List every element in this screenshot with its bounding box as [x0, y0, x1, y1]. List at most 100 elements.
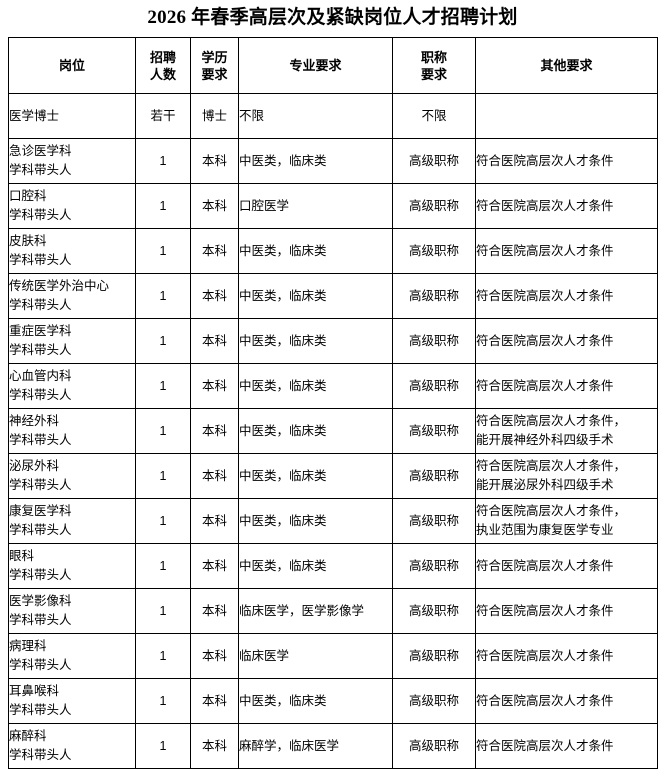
- cell-other-line2: 能开展泌尿外科四级手术: [476, 478, 614, 492]
- cell-major-line1: 临床医学，医学影像学: [239, 603, 365, 618]
- cell-other: 符合医院高层次人才条件: [475, 228, 658, 274]
- cell-major: 临床医学: [238, 633, 393, 679]
- cell-major: 口腔医学: [238, 183, 393, 229]
- table-row: 康复医学科 学科带头人 1 本科 中医类，临床类 高级职称 符合医院高层次人才条件， 执业范围…: [8, 498, 658, 544]
- cell-major: 临床医学，医学影像学: [238, 588, 393, 634]
- cell-major-line1: 中医类，临床类: [239, 423, 327, 438]
- cell-count: 若干: [135, 93, 191, 139]
- cell-other: 符合医院高层次人才条件: [475, 183, 658, 229]
- cell-other-line1: 符合医院高层次人才条件，: [476, 504, 627, 518]
- cell-post-line1: 医学影像科: [9, 594, 72, 608]
- column-header-post-label: 岗位: [58, 58, 85, 73]
- column-header-title-line1: 职称: [420, 49, 447, 65]
- cell-other: 符合医院高层次人才条件， 执业范围为康复医学专业: [475, 498, 658, 544]
- cell-post-line1: 康复医学科: [9, 504, 72, 518]
- cell-post-line1: 神经外科: [9, 414, 60, 428]
- cell-major-line1: 不限: [239, 108, 265, 123]
- column-header-degree-line2: 要求: [201, 66, 228, 82]
- cell-count: 1: [135, 588, 191, 634]
- cell-title: 高级职称: [392, 138, 476, 184]
- cell-post-line1: 麻醉科: [9, 729, 47, 743]
- cell-other-line1: 符合医院高层次人才条件: [476, 153, 614, 168]
- cell-count: 1: [135, 723, 191, 769]
- cell-major: 中医类，临床类: [238, 138, 393, 184]
- table-row: 医学影像科 学科带头人 1 本科 临床医学，医学影像学 高级职称 符合医院高层次人才条件: [8, 588, 658, 634]
- cell-title: 高级职称: [392, 543, 476, 589]
- cell-major: 中医类，临床类: [238, 318, 393, 364]
- column-header-title-line2: 要求: [420, 66, 447, 82]
- cell-post: 传统医学外治中心 学科带头人: [8, 273, 136, 319]
- cell-other-line1: 符合医院高层次人才条件: [476, 198, 614, 213]
- table-row: 急诊医学科 学科带头人 1 本科 中医类，临床类 高级职称 符合医院高层次人才条件: [8, 138, 658, 184]
- cell-major-line1: 中医类，临床类: [239, 468, 327, 483]
- table-body: 医学博士 若干 博士 不限 不限 急诊医学科 学科带头人 1 本科 中医类，临床类 高级职称 符合医院…: [8, 93, 658, 769]
- cell-major-line1: 临床医学: [239, 648, 290, 663]
- cell-post-line2: 学科带头人: [9, 298, 72, 312]
- cell-post: 麻醉科 学科带头人: [8, 723, 136, 769]
- cell-other: 符合医院高层次人才条件: [475, 723, 658, 769]
- table-row: 病理科 学科带头人 1 本科 临床医学 高级职称 符合医院高层次人才条件: [8, 633, 658, 679]
- document-page: 2026 年春季高层次及紧缺岗位人才招聘计划 岗位 招聘 人数: [8, 7, 658, 769]
- cell-title: 高级职称: [392, 408, 476, 454]
- cell-title: 高级职称: [392, 588, 476, 634]
- column-header-degree: 学历 要求: [190, 37, 239, 94]
- column-header-major-label: 专业要求: [289, 58, 342, 73]
- column-header-degree-line1: 学历: [201, 49, 228, 65]
- cell-degree: 本科: [190, 723, 239, 769]
- cell-degree: 本科: [190, 363, 239, 409]
- cell-major-line1: 中医类，临床类: [239, 558, 327, 573]
- cell-major-line1: 中医类，临床类: [239, 288, 327, 303]
- cell-post-line1: 重症医学科: [9, 324, 72, 338]
- cell-other: 符合医院高层次人才条件: [475, 678, 658, 724]
- table-row: 皮肤科 学科带头人 1 本科 中医类，临床类 高级职称 符合医院高层次人才条件: [8, 228, 658, 274]
- column-header-major: 专业要求: [238, 37, 393, 94]
- cell-post-line2: 学科带头人: [9, 253, 72, 267]
- cell-count: 1: [135, 228, 191, 274]
- cell-major: 中医类，临床类: [238, 273, 393, 319]
- cell-post: 急诊医学科 学科带头人: [8, 138, 136, 184]
- cell-title: 高级职称: [392, 723, 476, 769]
- cell-post: 重症医学科 学科带头人: [8, 318, 136, 364]
- cell-other: [475, 93, 658, 139]
- cell-major-line1: 中医类，临床类: [239, 513, 327, 528]
- cell-post-line2: 学科带头人: [9, 388, 72, 402]
- page-title: 2026 年春季高层次及紧缺岗位人才招聘计划: [147, 7, 518, 28]
- cell-major: 中医类，临床类: [238, 498, 393, 544]
- table-row: 传统医学外治中心 学科带头人 1 本科 中医类，临床类 高级职称 符合医院高层次人才条件: [8, 273, 658, 319]
- cell-post: 心血管内科学科带头人: [8, 363, 136, 409]
- table-row: 口腔科 学科带头人 1 本科 口腔医学 高级职称 符合医院高层次人才条件: [8, 183, 658, 229]
- cell-degree: 本科: [190, 138, 239, 184]
- cell-other: 符合医院高层次人才条件: [475, 543, 658, 589]
- cell-degree: 本科: [190, 273, 239, 319]
- cell-major-line1: 麻醉学，临床医学: [239, 738, 340, 753]
- cell-other-line1: 符合医院高层次人才条件: [476, 378, 614, 393]
- cell-degree: 本科: [190, 318, 239, 364]
- cell-count: 1: [135, 183, 191, 229]
- cell-post-line1: 皮肤科: [9, 234, 47, 248]
- cell-other: 符合医院高层次人才条件: [475, 138, 658, 184]
- cell-other: 符合医院高层次人才条件， 能开展泌尿外科四级手术: [475, 453, 658, 499]
- cell-other-line1: 符合医院高层次人才条件: [476, 738, 614, 753]
- cell-title: 高级职称: [392, 498, 476, 544]
- recruitment-plan-table: 岗位 招聘 人数 学历 要求 专业要求 职称 要求: [8, 37, 658, 769]
- cell-post-line2: 学科带头人: [9, 208, 72, 222]
- cell-post-line2: 学科带头人: [9, 433, 72, 447]
- cell-post-line1: 眼科: [9, 549, 35, 563]
- cell-major: 中医类，临床类: [238, 543, 393, 589]
- cell-count: 1: [135, 273, 191, 319]
- cell-major: 麻醉学，临床医学: [238, 723, 393, 769]
- cell-count: 1: [135, 678, 191, 724]
- cell-post-line1: 心血管内科: [9, 369, 72, 383]
- cell-degree: 本科: [190, 543, 239, 589]
- cell-count: 1: [135, 453, 191, 499]
- column-header-count-line2: 人数: [149, 66, 176, 82]
- cell-count: 1: [135, 363, 191, 409]
- table-row: 神经外科 学科带头人 1 本科 中医类，临床类 高级职称 符合医院高层次人才条件， 能开展神经…: [8, 408, 658, 454]
- cell-other-line2: 能开展神经外科四级手术: [476, 433, 614, 447]
- cell-count: 1: [135, 543, 191, 589]
- cell-title: 高级职称: [392, 633, 476, 679]
- cell-degree: 本科: [190, 588, 239, 634]
- cell-degree: 本科: [190, 633, 239, 679]
- cell-degree: 本科: [190, 453, 239, 499]
- cell-major: 中医类，临床类: [238, 453, 393, 499]
